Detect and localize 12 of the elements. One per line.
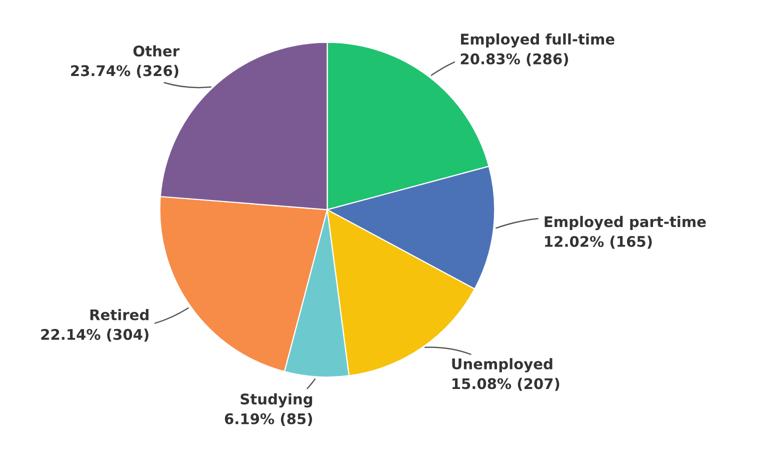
data-label: 15.08% (207) <box>452 378 560 391</box>
slice-label: Studying <box>240 393 312 408</box>
slice-label: Unemployed <box>452 358 552 372</box>
slice-label: Employed full-time <box>461 33 614 48</box>
slice-label: Employed part-time <box>544 216 706 230</box>
data-label: 6.19% (85) <box>224 413 312 426</box>
data-label: 20.83% (286) <box>460 53 568 66</box>
data-label: 23.74% (326) <box>71 64 178 78</box>
data-label: 22.14% (304) <box>41 328 148 342</box>
data-label: 12.02% (165) <box>545 236 652 249</box>
slice-label: Other <box>133 45 180 57</box>
slice-label: Retired <box>90 309 148 320</box>
